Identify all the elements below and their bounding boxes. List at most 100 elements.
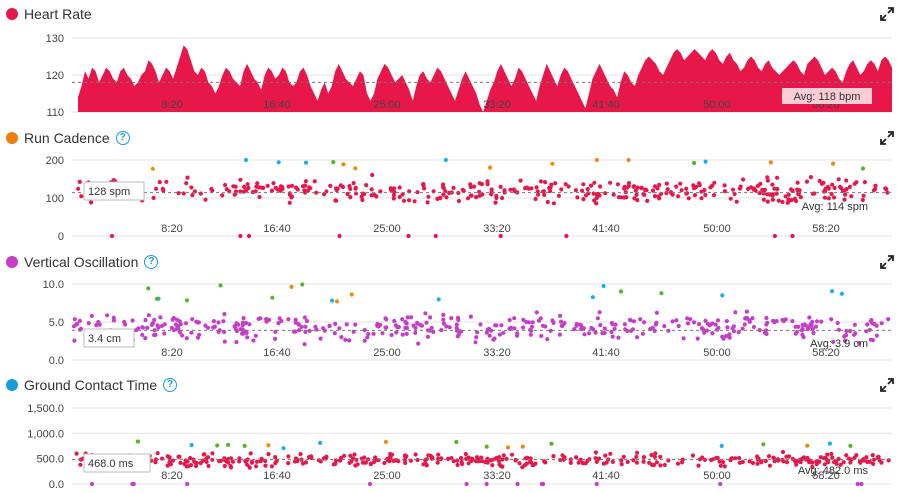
run-cadence-data-point [438, 195, 443, 200]
heart-rate-title: Heart Rate [24, 6, 92, 22]
run-cadence-data-point [831, 195, 837, 200]
ground-contact-time-data-point [776, 458, 781, 463]
run-cadence-data-point [780, 199, 785, 205]
ground-contact-time-data-point [533, 461, 538, 466]
vertical-oscillation-data-point [251, 338, 256, 343]
ground-contact-time-data-point [435, 460, 440, 465]
vertical-oscillation-data-point [71, 324, 77, 329]
run-cadence-x-tick-label: 50:00 [703, 223, 731, 235]
run-cadence-data-point [273, 185, 278, 190]
vertical-oscillation-data-point [234, 340, 239, 345]
vertical-oscillation-header: Vertical Oscillation ? [6, 252, 159, 272]
ground-contact-time-data-point [621, 454, 626, 459]
run-cadence-data-point [860, 166, 866, 171]
ground-contact-time-data-point [274, 459, 279, 464]
ground-contact-time-data-point [352, 452, 357, 457]
vertical-oscillation-data-point [688, 317, 693, 322]
vertical-oscillation-data-point [415, 321, 420, 326]
ground-contact-time-data-point [484, 444, 489, 449]
ground-contact-time-data-point [373, 455, 378, 460]
run-cadence-data-point [795, 180, 800, 185]
ground-contact-time-data-point [610, 459, 616, 464]
ground-contact-time-data-point [413, 452, 418, 457]
run-cadence-data-point [468, 193, 474, 198]
vertical-oscillation-data-point [842, 334, 847, 339]
ground-contact-time-data-point [189, 443, 194, 448]
vertical-oscillation-data-point [764, 331, 769, 336]
help-icon[interactable]: ? [163, 378, 178, 392]
run-cadence-data-point [665, 187, 670, 192]
ground-contact-time-data-point [224, 459, 229, 464]
vertical-oscillation-data-point [713, 322, 718, 327]
run-cadence-data-point [768, 160, 773, 165]
vertical-oscillation-legend-dot [6, 256, 18, 268]
vertical-oscillation-data-point [874, 333, 880, 338]
ground-contact-time-data-point [266, 443, 271, 448]
vertical-oscillation-data-point [333, 321, 338, 326]
ground-contact-time-data-point [608, 451, 613, 456]
run-cadence-data-point [401, 198, 407, 203]
ground-contact-time-data-point [767, 463, 773, 468]
expand-icon[interactable] [880, 7, 894, 21]
run-cadence-data-point [832, 185, 837, 191]
ground-contact-time-data-point [875, 455, 880, 460]
ground-contact-time-data-point [719, 443, 724, 448]
ground-contact-time-data-point [155, 451, 160, 456]
vertical-oscillation-data-point [270, 295, 275, 300]
run-cadence-data-point [842, 188, 848, 193]
run-cadence-data-point [674, 184, 679, 189]
vertical-oscillation-data-point [419, 323, 425, 328]
heart-rate-y-tick-label: 130 [46, 33, 64, 45]
ground-contact-time-data-point [490, 463, 495, 468]
run-cadence-chart[interactable]: 0 100 200 8:20 16:40 25:00 33:20 41:40 50:00 58:2… [0, 128, 906, 243]
vertical-oscillation-data-point [221, 319, 226, 324]
ground-contact-time-data-point [551, 454, 556, 459]
ground-contact-time-data-point [543, 460, 548, 465]
vertical-oscillation-data-point [286, 317, 291, 322]
expand-icon[interactable] [880, 378, 894, 392]
vertical-oscillation-data-point [441, 317, 446, 322]
run-cadence-data-point [287, 200, 292, 205]
run-cadence-average-label: Avg: 114 spm [802, 201, 868, 213]
heart-rate-x-tick-label: 8:20 [161, 99, 182, 111]
ground-contact-time-data-point [130, 481, 135, 487]
ground-contact-time-chart[interactable]: 0.0 500.0 1,000.0 1,500.0 8:20 16:40 25:00 33:2… [0, 375, 906, 493]
ground-contact-time-data-point [879, 460, 884, 465]
heart-rate-legend-dot [6, 8, 18, 20]
ground-contact-time-data-point [500, 457, 505, 462]
vertical-oscillation-data-point [780, 317, 785, 323]
vertical-oscillation-data-point [609, 321, 615, 326]
vertical-oscillation-data-point [184, 336, 189, 341]
ground-contact-time-data-point [300, 461, 306, 466]
vertical-oscillation-data-point [130, 318, 135, 323]
expand-icon[interactable] [880, 131, 894, 145]
run-cadence-data-point [783, 194, 788, 199]
run-cadence-data-point [302, 188, 307, 193]
expand-icon[interactable] [880, 255, 894, 269]
run-cadence-data-point [770, 197, 776, 202]
ground-contact-time-data-point [604, 460, 609, 465]
run-cadence-data-point [664, 181, 669, 186]
ground-contact-time-data-point [415, 457, 420, 463]
vertical-oscillation-data-point [744, 309, 750, 314]
run-cadence-data-point [353, 166, 358, 171]
ground-contact-time-data-point [718, 481, 723, 487]
help-icon[interactable]: ? [144, 255, 159, 269]
vertical-oscillation-data-point [703, 318, 708, 323]
run-cadence-data-point [650, 188, 656, 193]
run-cadence-data-point [198, 191, 203, 196]
vertical-oscillation-data-point [659, 291, 664, 296]
run-cadence-data-point [536, 192, 541, 197]
vertical-oscillation-data-point [449, 316, 454, 321]
run-cadence-data-point [303, 183, 308, 188]
vertical-oscillation-data-point [122, 319, 127, 324]
ground-contact-time-data-point [720, 460, 726, 465]
vertical-oscillation-data-point [751, 324, 757, 330]
vertical-oscillation-chart[interactable]: 0.0 5.0 10.0 8:20 16:40 25:00 33:20 41:40 50:00 5… [0, 252, 906, 367]
run-cadence-data-point [190, 193, 195, 198]
vertical-oscillation-data-point [474, 335, 479, 340]
run-cadence-data-point [238, 177, 243, 182]
vertical-oscillation-data-point [493, 323, 498, 328]
help-icon[interactable]: ? [115, 131, 130, 145]
